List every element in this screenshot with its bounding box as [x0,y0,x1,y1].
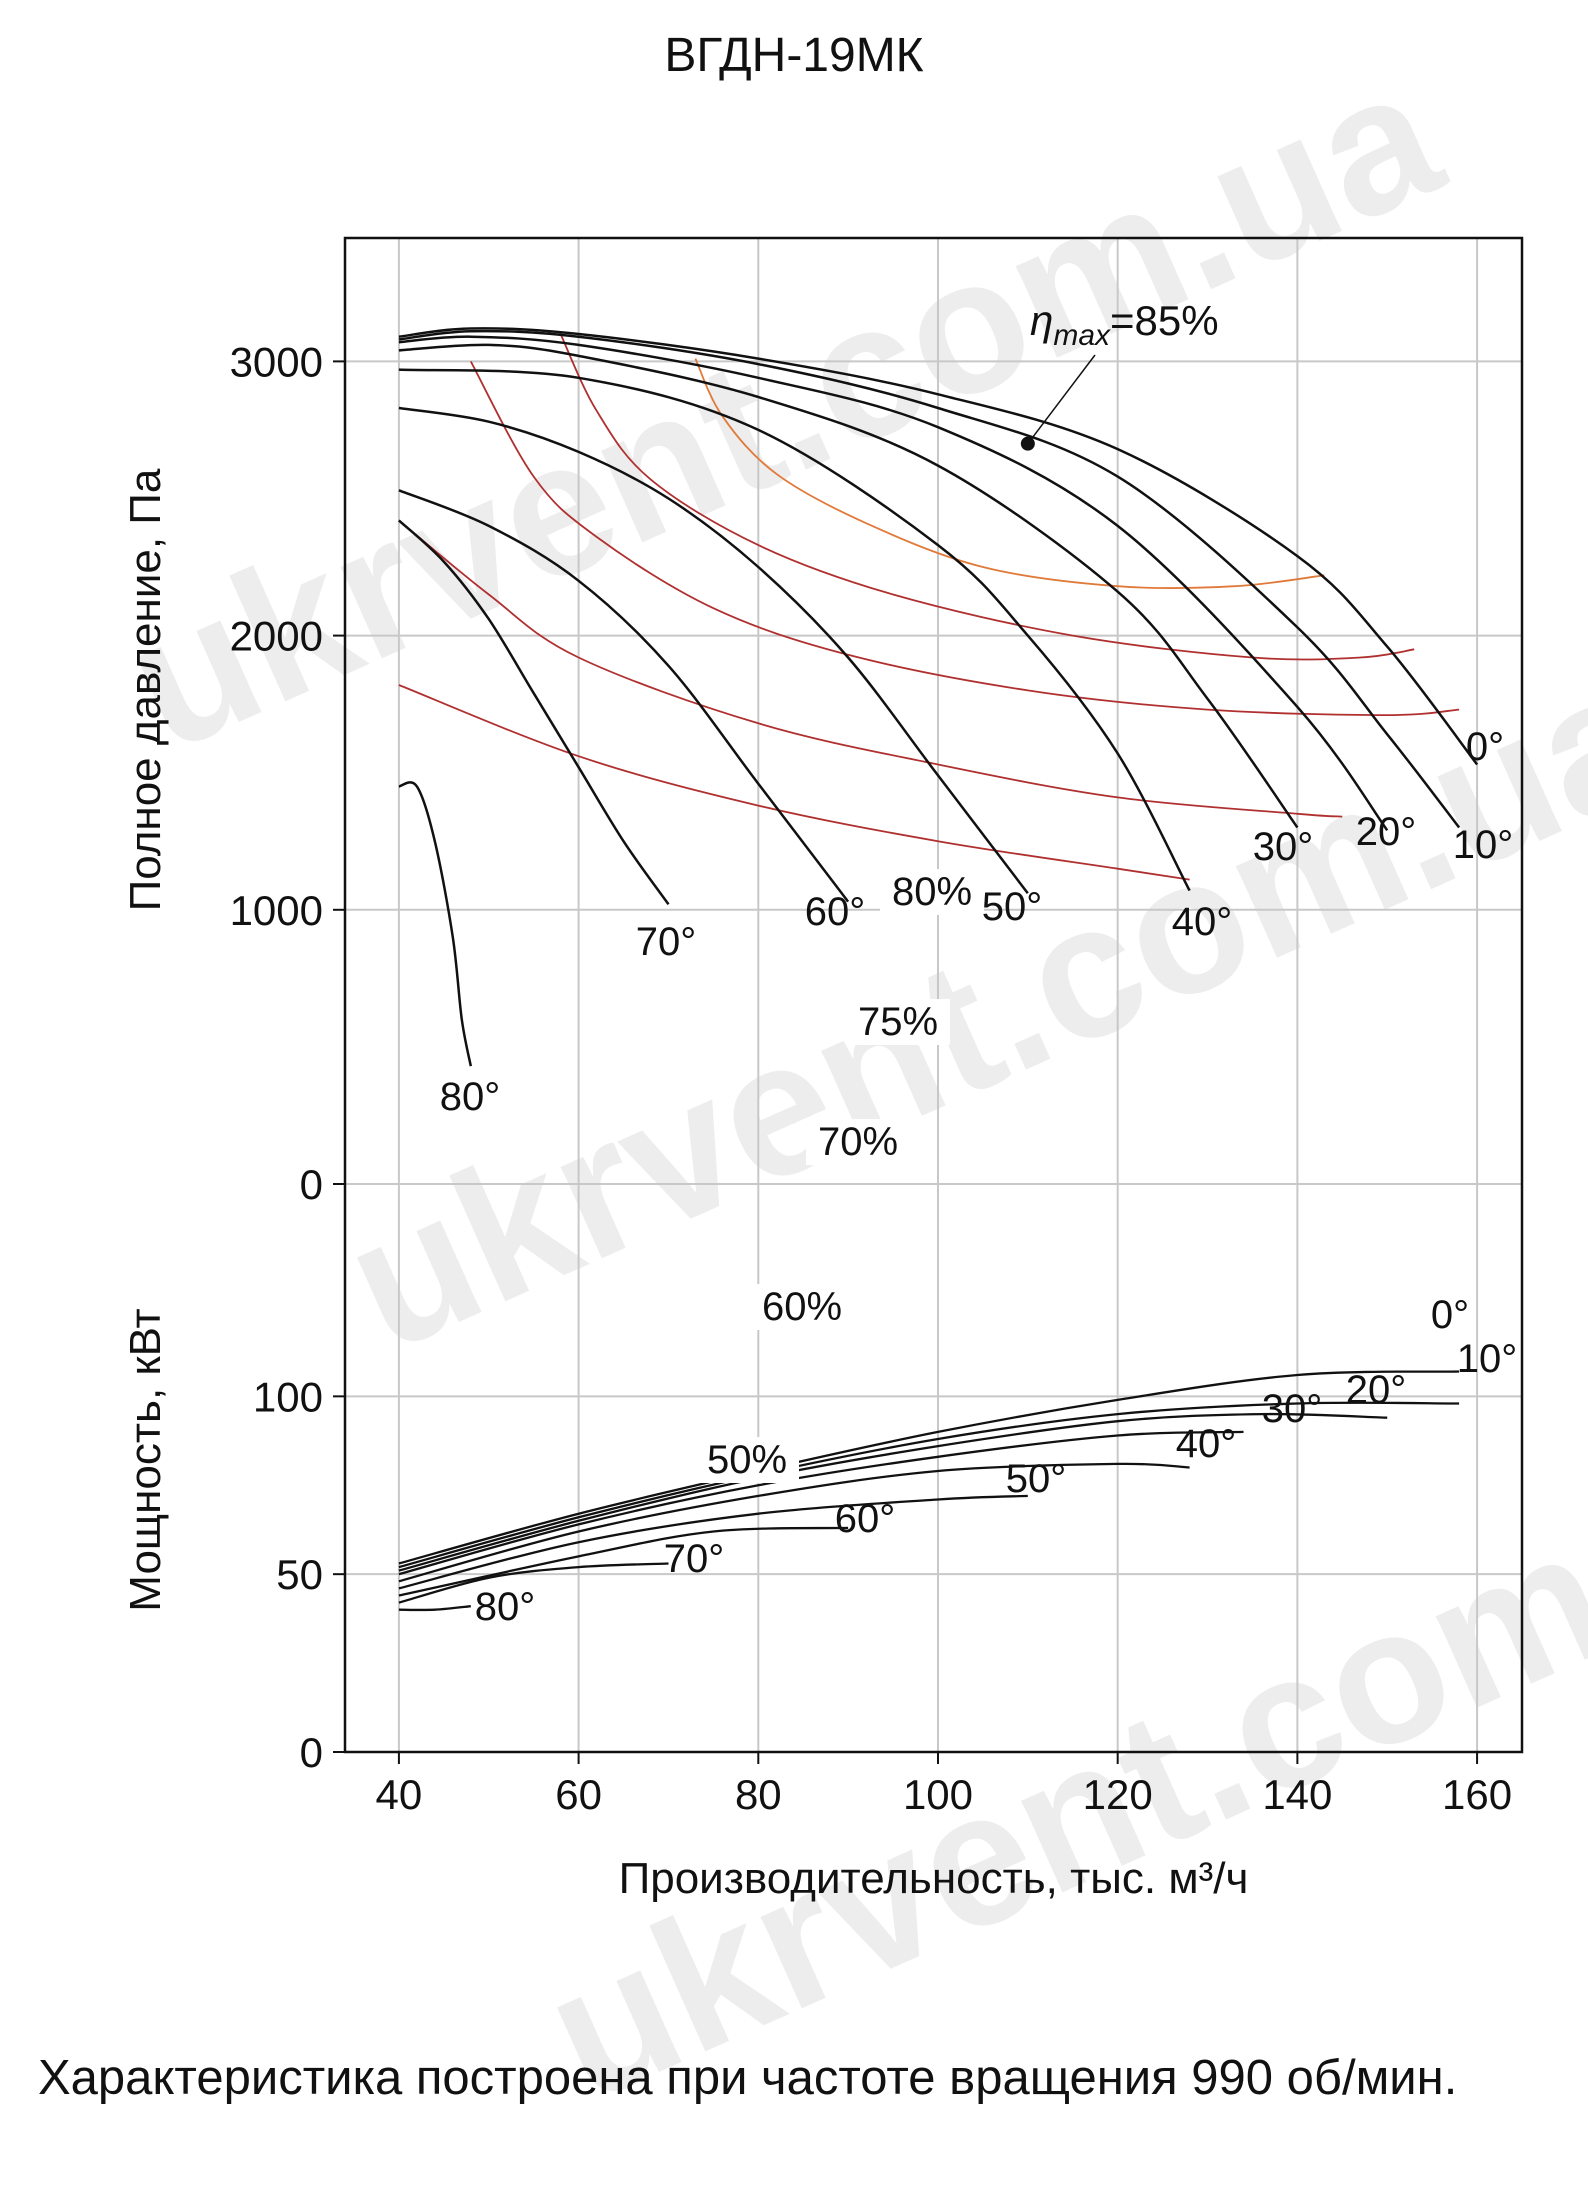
x-axis-label: Производительность, тыс. м³/ч [619,1854,1249,1903]
y-tick-label: 100 [253,1373,323,1420]
efficiency-curve [559,333,1415,661]
power-curve [398,1526,849,1597]
eta-max-point [1020,436,1035,451]
chart-title: ВГДН-19МК [664,29,924,82]
pressure-curve-label: 60° [805,890,866,934]
efficiency-label-bg [750,1284,854,1330]
power-curve [398,1562,669,1604]
pressure-curve [398,406,1029,895]
x-tick-label: 80 [735,1771,782,1818]
pressure-curve [398,329,1461,829]
y-tick-label: 1000 [230,887,323,934]
power-curve-label: 60° [835,1497,896,1541]
efficiency-label: 70% [818,1120,898,1164]
power-curve [398,1605,471,1612]
power-curve-label: 0° [1431,1293,1469,1337]
y-tick-label: 0 [300,1729,323,1776]
pressure-curve [398,343,1299,829]
pressure-curve [398,368,1191,892]
y-tick-label: 3000 [230,338,323,385]
efficiency-label: 75% [858,1000,938,1044]
power-curve [398,1370,1460,1565]
pressure-curve-label: 70° [636,920,697,964]
pressure-curve [398,335,1389,832]
power-curve-label: 30° [1262,1387,1323,1431]
power-curve-label: 80° [475,1585,536,1629]
efficiency-curve [398,519,1343,818]
y-tick-label: 2000 [230,613,323,660]
y-tick-label: 0 [300,1161,323,1208]
plot-frame [343,236,1524,1754]
pressure-curve-label: 50° [982,885,1043,929]
power-curve-label: 40° [1176,1422,1237,1466]
x-tick-label: 60 [555,1771,602,1818]
efficiency-label-bg [806,1119,910,1165]
efficiency-label-bg [880,869,984,915]
efficiency-curve [470,360,1460,717]
efficiency-label: 80% [892,870,972,914]
power-curve-label: 50° [1006,1457,1067,1501]
x-tick-label: 160 [1442,1771,1512,1818]
efficiency-label-bg [695,1437,799,1483]
chart-caption: Характеристика построена при частоте вра… [38,2051,1458,2105]
pressure-curve-label: 0° [1466,725,1504,769]
power-curve-label: 20° [1346,1368,1407,1412]
annotation-leader [1027,354,1096,445]
y-tick-label: 50 [276,1551,323,1598]
pressure-curve-label: 80° [440,1075,501,1119]
pressure-curve-label: 40° [1172,900,1233,944]
y-axis-label-pressure: Полное давление, Па [121,468,170,911]
power-curve [398,1494,1028,1590]
power-curve-label: 70° [664,1537,725,1581]
power-curve-label: 10° [1457,1337,1518,1381]
x-tick-label: 140 [1262,1771,1332,1818]
efficiency-curve [694,358,1325,590]
pressure-curve [398,489,850,903]
x-tick-label: 100 [903,1771,973,1818]
y-axis-label-power: Мощность, кВт [121,1308,170,1611]
x-tick-label: 40 [376,1771,423,1818]
pressure-curve-label: 30° [1253,825,1314,869]
power-curve [398,1412,1388,1572]
pressure-curve [398,327,1479,766]
eta-max-label: ηmax=85% [1030,297,1219,352]
power-curve [398,1401,1460,1569]
x-tick-label: 120 [1083,1771,1153,1818]
efficiency-label: 50% [707,1438,787,1482]
power-curve [398,1430,1244,1576]
power-curve [398,1462,1190,1583]
efficiency-label: 60% [762,1285,842,1329]
pressure-curve-label: 10° [1453,823,1514,867]
pressure-curve [398,519,670,906]
pressure-curve-label: 20° [1356,810,1417,854]
pressure-curve [398,781,473,1067]
efficiency-label-bg [846,999,950,1045]
efficiency-curve [398,684,1190,881]
